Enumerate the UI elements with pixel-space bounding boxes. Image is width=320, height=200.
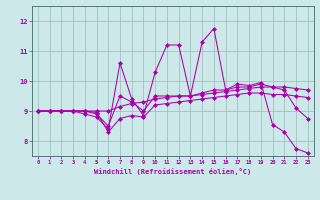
X-axis label: Windchill (Refroidissement éolien,°C): Windchill (Refroidissement éolien,°C) (94, 168, 252, 175)
